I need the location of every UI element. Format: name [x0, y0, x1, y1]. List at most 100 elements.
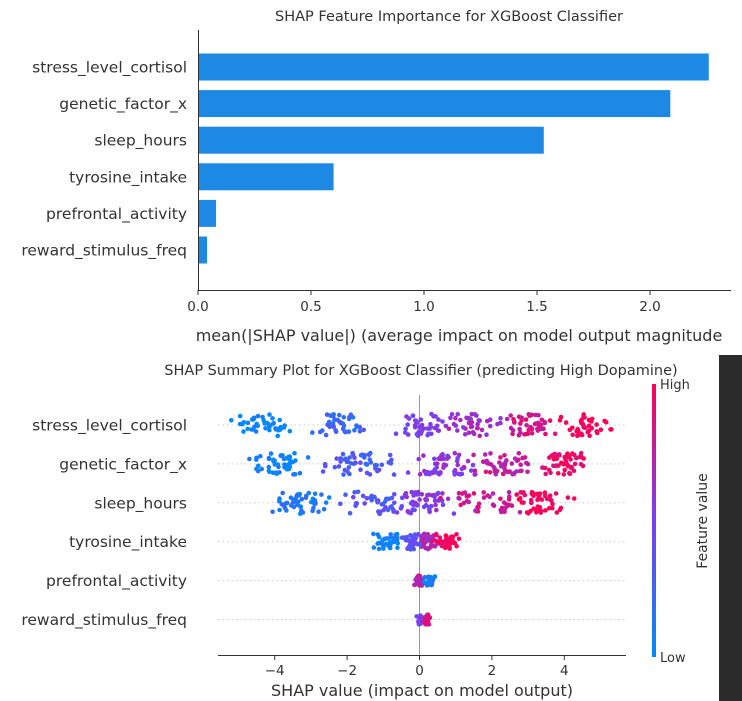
beeswarm-dot — [458, 417, 463, 423]
beeswarm-y-label: sleep_hours — [94, 494, 187, 513]
beeswarm-dot — [424, 538, 430, 543]
beeswarm-dot — [553, 491, 559, 496]
beeswarm-dot — [405, 508, 411, 514]
beeswarm-dot — [423, 497, 429, 503]
beeswarm-dot — [526, 412, 531, 417]
beeswarm-x-label: SHAP value (impact on model output) — [271, 681, 573, 700]
beeswarm-dot — [355, 489, 361, 495]
beeswarm-dot — [403, 491, 409, 496]
beeswarm-dot — [311, 505, 316, 511]
beeswarm-dot — [475, 421, 480, 427]
beeswarm-dot — [440, 491, 445, 496]
bar-chart-bars — [198, 53, 709, 264]
beeswarm-dot — [275, 433, 281, 439]
beeswarm-dot — [461, 464, 467, 470]
beeswarm-dot — [276, 464, 281, 470]
beeswarm-dot — [358, 453, 364, 458]
beeswarm-dot — [245, 426, 250, 432]
beeswarm-dot — [341, 415, 347, 420]
beeswarm-dot — [240, 421, 245, 427]
beeswarm-dot — [389, 457, 394, 463]
beeswarm-dot — [282, 462, 287, 467]
colorbar-low-label: Low — [660, 651, 686, 666]
beeswarm-dot — [477, 418, 483, 423]
beeswarm-dot — [559, 460, 564, 466]
beeswarm-dot — [326, 495, 332, 500]
beeswarm-dot — [410, 539, 416, 545]
beeswarm-dot — [418, 417, 424, 422]
beeswarm-dot — [327, 424, 333, 430]
beeswarm-dot — [432, 467, 438, 473]
beeswarm-dot — [578, 418, 584, 424]
beeswarm-dot — [391, 472, 397, 477]
beeswarm-dot — [293, 458, 298, 463]
beeswarm-dot — [267, 412, 272, 417]
beeswarm-dot — [392, 500, 397, 506]
beeswarm-dot — [455, 412, 461, 417]
beeswarm-dot — [471, 452, 476, 458]
beeswarm-dot — [537, 505, 543, 510]
beeswarm-dot — [285, 467, 290, 472]
beeswarm-dot — [255, 413, 261, 419]
beeswarm-dot — [418, 614, 424, 620]
beeswarm-y-label: prefrontal_activity — [46, 572, 187, 591]
beeswarm-dot — [434, 507, 439, 513]
beeswarm-dot — [551, 457, 557, 462]
bar-chart-y-labels: stress_level_cortisol genetic_factor_xsle… — [21, 59, 187, 261]
beeswarm-dot — [523, 417, 529, 422]
beeswarm-dot — [449, 412, 455, 417]
beeswarm-dot — [423, 545, 428, 551]
beeswarm-dot — [443, 533, 449, 538]
beeswarm-dot — [263, 426, 268, 431]
beeswarm-dot — [508, 425, 514, 431]
beeswarm-dot — [346, 416, 352, 422]
beeswarm-dot — [544, 496, 550, 502]
beeswarm-dot — [374, 463, 380, 468]
beeswarm-dot — [360, 493, 366, 499]
bar-x-tick-label: 2.0 — [639, 299, 660, 315]
beeswarm-dot — [441, 462, 447, 468]
beeswarm-dot — [434, 423, 440, 429]
beeswarm-dot — [415, 542, 420, 547]
panel-separator — [0, 349, 742, 355]
beeswarm-dot — [444, 456, 450, 461]
beeswarm-dot — [484, 432, 489, 438]
beeswarm-dot — [332, 417, 337, 423]
beeswarm-dot — [372, 494, 377, 500]
bar-y-label: stress_level_cortisol — [32, 59, 187, 78]
beeswarm-dot — [516, 497, 522, 502]
beeswarm-dot — [389, 504, 394, 509]
beeswarm-dot — [412, 418, 418, 423]
beeswarm-x-tick-label: 4 — [560, 663, 569, 679]
beeswarm-dot — [364, 496, 370, 501]
beeswarm-dot — [555, 471, 561, 476]
beeswarm-dot — [465, 493, 470, 499]
beeswarm-dot — [416, 621, 422, 627]
beeswarm-dot — [245, 420, 251, 426]
beeswarm-dot — [421, 532, 427, 537]
beeswarm-dot — [251, 415, 257, 421]
beeswarm-dot — [350, 450, 355, 456]
bar-chart-title: SHAP Feature Importance for XGBoost Clas… — [275, 9, 623, 25]
beeswarm-dot — [434, 491, 440, 497]
beeswarm-dot — [547, 493, 553, 499]
beeswarm-dot — [436, 417, 441, 422]
beeswarm-dot — [422, 575, 427, 580]
beeswarm-x-ticks: −4 −2 0 2 4 — [265, 655, 569, 679]
beeswarm-dot — [424, 620, 429, 626]
beeswarm-dot — [563, 420, 569, 425]
beeswarm-dot — [455, 456, 460, 461]
beeswarm-dot — [340, 451, 346, 457]
beeswarm-dot — [547, 418, 553, 423]
beeswarm-dot — [287, 428, 293, 434]
beeswarm-title: SHAP Summary Plot for XGBoost Classifier… — [164, 363, 677, 379]
beeswarm-dot — [490, 491, 496, 496]
beeswarm-dot — [388, 532, 394, 537]
beeswarm-dot — [456, 490, 462, 496]
beeswarm-dot — [572, 461, 578, 467]
beeswarm-dot — [354, 501, 360, 506]
beeswarm-dot — [503, 468, 508, 474]
bar — [198, 236, 208, 264]
beeswarm-dot — [448, 415, 453, 421]
beeswarm-dot — [581, 414, 586, 419]
